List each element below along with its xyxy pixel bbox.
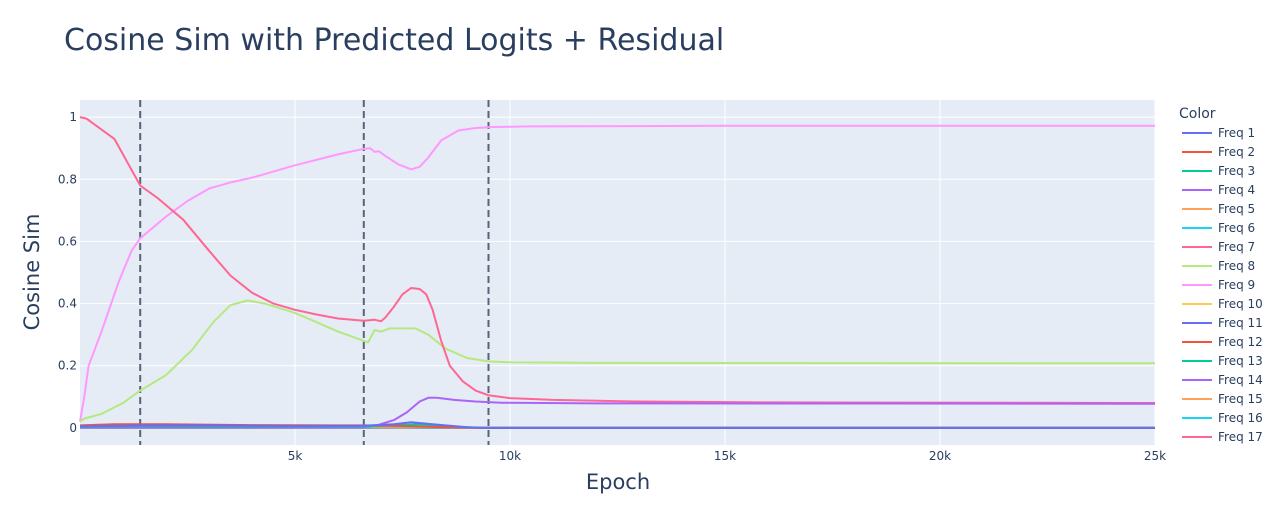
plot-area <box>80 100 1155 445</box>
y-tick-label: 0.4 <box>58 297 77 311</box>
legend-item[interactable]: Freq 17 <box>1218 430 1263 444</box>
legend-item[interactable]: Freq 4 <box>1218 183 1255 197</box>
y-axis-title: Cosine Sim <box>20 214 44 331</box>
series-line-freq-9 <box>79 124 1155 422</box>
legend-item[interactable]: Freq 3 <box>1218 164 1255 178</box>
series-line-freq-7 <box>79 116 1156 404</box>
series-lines <box>79 116 1156 429</box>
y-tick-label: 0.8 <box>58 172 77 186</box>
y-tick-label: 0 <box>69 421 77 435</box>
y-tick-label: 0.2 <box>58 359 77 373</box>
x-tick-label: 10k <box>499 449 521 463</box>
series-line-freq-1 <box>79 421 1155 429</box>
series-line-freq-8 <box>79 299 1156 423</box>
legend-item[interactable]: Freq 12 <box>1218 335 1263 349</box>
legend-item[interactable]: Freq 6 <box>1218 221 1255 235</box>
legend-item[interactable]: Freq 13 <box>1218 354 1263 368</box>
legend-item[interactable]: Freq 11 <box>1218 316 1263 330</box>
ticks: 5k 10k 15k 20k 25k 0 0.2 0.4 0.6 0.8 1 <box>58 110 1166 463</box>
legend-item[interactable]: Freq 7 <box>1218 240 1255 254</box>
legend-item[interactable]: Freq 14 <box>1218 373 1263 387</box>
x-axis-title: Epoch <box>586 470 650 494</box>
legend-item[interactable]: Freq 10 <box>1218 297 1263 311</box>
legend-item[interactable]: Freq 1 <box>1218 126 1255 140</box>
x-tick-label: 15k <box>714 449 736 463</box>
legend-item[interactable]: Freq 5 <box>1218 202 1255 216</box>
legend-item[interactable]: Freq 16 <box>1218 411 1263 425</box>
y-tick-label: 0.6 <box>58 234 77 248</box>
legend-item[interactable]: Freq 8 <box>1218 259 1255 273</box>
legend-item[interactable]: Freq 2 <box>1218 145 1255 159</box>
legend: Color Freq 1 Freq 2 Freq 3 Freq 4 Freq 5 Freq… <box>1179 106 1263 444</box>
chart-title: Cosine Sim with Predicted Logits + Resid… <box>64 23 724 58</box>
legend-title: Color <box>1179 106 1216 122</box>
y-tick-label: 1 <box>69 110 77 124</box>
x-tick-label: 5k <box>288 449 303 463</box>
vertical-markers <box>139 100 490 445</box>
legend-item[interactable]: Freq 15 <box>1218 392 1263 406</box>
x-tick-label: 25k <box>1144 449 1166 463</box>
legend-item[interactable]: Freq 9 <box>1218 278 1255 292</box>
x-tick-label: 20k <box>929 449 951 463</box>
